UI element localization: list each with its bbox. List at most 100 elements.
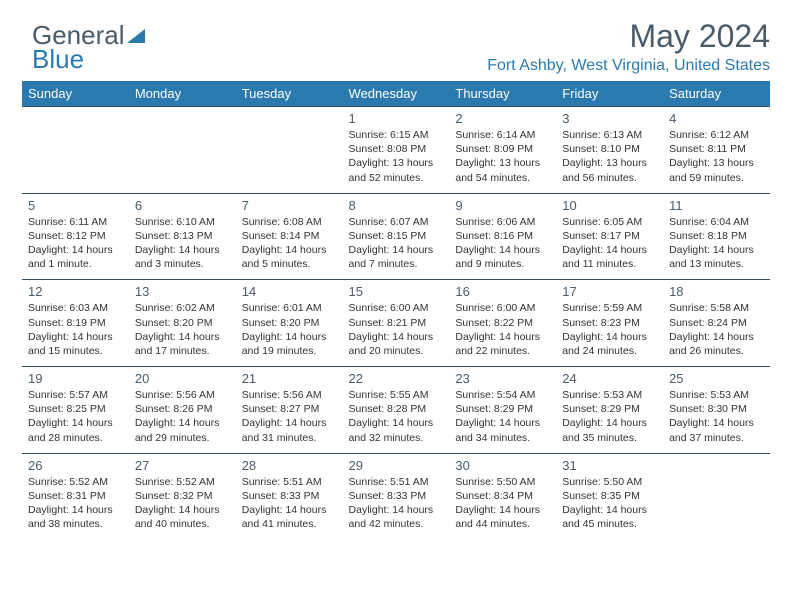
day-info: Sunrise: 6:02 AMSunset: 8:20 PMDaylight:…: [135, 301, 230, 358]
calendar-week-row: 12 Sunrise: 6:03 AMSunset: 8:19 PMDayligh…: [22, 280, 770, 367]
day-number: 18: [669, 284, 764, 299]
day-number: 5: [28, 198, 123, 213]
day-info: Sunrise: 5:52 AMSunset: 8:31 PMDaylight:…: [28, 475, 123, 532]
day-info: Sunrise: 5:56 AMSunset: 8:26 PMDaylight:…: [135, 388, 230, 445]
calendar-week-row: 26 Sunrise: 5:52 AMSunset: 8:31 PMDayligh…: [22, 453, 770, 539]
calendar-day-cell: 20 Sunrise: 5:56 AMSunset: 8:26 PMDayligh…: [129, 367, 236, 454]
calendar-day-cell: 30 Sunrise: 5:50 AMSunset: 8:34 PMDayligh…: [449, 453, 556, 539]
calendar-day-cell: 19 Sunrise: 5:57 AMSunset: 8:25 PMDayligh…: [22, 367, 129, 454]
day-number: 14: [242, 284, 337, 299]
logo-triangle-icon: [127, 29, 145, 43]
calendar-day-cell: 24 Sunrise: 5:53 AMSunset: 8:29 PMDayligh…: [556, 367, 663, 454]
calendar-day-cell: [129, 107, 236, 194]
calendar-day-cell: 11 Sunrise: 6:04 AMSunset: 8:18 PMDayligh…: [663, 193, 770, 280]
day-info: Sunrise: 5:54 AMSunset: 8:29 PMDaylight:…: [455, 388, 550, 445]
day-info: Sunrise: 6:14 AMSunset: 8:09 PMDaylight:…: [455, 128, 550, 185]
day-info: Sunrise: 6:01 AMSunset: 8:20 PMDaylight:…: [242, 301, 337, 358]
calendar-day-cell: 22 Sunrise: 5:55 AMSunset: 8:28 PMDayligh…: [343, 367, 450, 454]
day-info: Sunrise: 6:05 AMSunset: 8:17 PMDaylight:…: [562, 215, 657, 272]
day-number: 30: [455, 458, 550, 473]
calendar-day-cell: 17 Sunrise: 5:59 AMSunset: 8:23 PMDayligh…: [556, 280, 663, 367]
day-number: 24: [562, 371, 657, 386]
day-number: 3: [562, 111, 657, 126]
day-number: 31: [562, 458, 657, 473]
calendar-day-cell: 13Sunrise: 6:02 AMSunset: 8:20 PMDayligh…: [129, 280, 236, 367]
day-number: 7: [242, 198, 337, 213]
day-info: Sunrise: 6:08 AMSunset: 8:14 PMDaylight:…: [242, 215, 337, 272]
calendar-week-row: 19 Sunrise: 5:57 AMSunset: 8:25 PMDayligh…: [22, 367, 770, 454]
calendar-day-cell: 6 Sunrise: 6:10 AMSunset: 8:13 PMDaylight…: [129, 193, 236, 280]
day-number: 9: [455, 198, 550, 213]
weekday-header: Thursday: [449, 81, 556, 107]
day-info: Sunrise: 6:00 AMSunset: 8:22 PMDaylight:…: [455, 301, 550, 358]
day-number: 10: [562, 198, 657, 213]
calendar-day-cell: 21Sunrise: 5:56 AMSunset: 8:27 PMDayligh…: [236, 367, 343, 454]
weekday-header: Friday: [556, 81, 663, 107]
day-info: Sunrise: 6:04 AMSunset: 8:18 PMDaylight:…: [669, 215, 764, 272]
calendar-day-cell: 14 Sunrise: 6:01 AMSunset: 8:20 PMDayligh…: [236, 280, 343, 367]
calendar-day-cell: 9 Sunrise: 6:06 AMSunset: 8:16 PMDaylight…: [449, 193, 556, 280]
weekday-header: Sunday: [22, 81, 129, 107]
day-info: Sunrise: 5:56 AMSunset: 8:27 PMDaylight:…: [242, 388, 337, 445]
day-info: Sunrise: 6:12 AMSunset: 8:11 PMDaylight:…: [669, 128, 764, 185]
calendar-day-cell: 15Sunrise: 6:00 AMSunset: 8:21 PMDayligh…: [343, 280, 450, 367]
calendar-day-cell: [236, 107, 343, 194]
day-info: Sunrise: 5:50 AMSunset: 8:34 PMDaylight:…: [455, 475, 550, 532]
calendar-day-cell: 12 Sunrise: 6:03 AMSunset: 8:19 PMDayligh…: [22, 280, 129, 367]
calendar-day-cell: 10 Sunrise: 6:05 AMSunset: 8:17 PMDayligh…: [556, 193, 663, 280]
day-number: 20: [135, 371, 230, 386]
day-info: Sunrise: 5:51 AMSunset: 8:33 PMDaylight:…: [242, 475, 337, 532]
day-number: 12: [28, 284, 123, 299]
weekday-header: Monday: [129, 81, 236, 107]
day-info: Sunrise: 6:07 AMSunset: 8:15 PMDaylight:…: [349, 215, 444, 272]
day-info: Sunrise: 5:59 AMSunset: 8:23 PMDaylight:…: [562, 301, 657, 358]
calendar-day-cell: 8 Sunrise: 6:07 AMSunset: 8:15 PMDaylight…: [343, 193, 450, 280]
calendar-week-row: 1 Sunrise: 6:15 AMSunset: 8:08 PMDaylight…: [22, 107, 770, 194]
calendar-day-cell: 2 Sunrise: 6:14 AMSunset: 8:09 PMDaylight…: [449, 107, 556, 194]
day-number: 25: [669, 371, 764, 386]
calendar-day-cell: 26 Sunrise: 5:52 AMSunset: 8:31 PMDayligh…: [22, 453, 129, 539]
calendar-day-cell: 3 Sunrise: 6:13 AMSunset: 8:10 PMDaylight…: [556, 107, 663, 194]
calendar-day-cell: 18 Sunrise: 5:58 AMSunset: 8:24 PMDayligh…: [663, 280, 770, 367]
calendar-day-cell: 28 Sunrise: 5:51 AMSunset: 8:33 PMDayligh…: [236, 453, 343, 539]
day-info: Sunrise: 6:10 AMSunset: 8:13 PMDaylight:…: [135, 215, 230, 272]
day-number: 15: [349, 284, 444, 299]
day-number: 16: [455, 284, 550, 299]
day-info: Sunrise: 6:15 AMSunset: 8:08 PMDaylight:…: [349, 128, 444, 185]
day-number: 11: [669, 198, 764, 213]
calendar-table: SundayMondayTuesdayWednesdayThursdayFrid…: [22, 81, 770, 539]
day-info: Sunrise: 5:58 AMSunset: 8:24 PMDaylight:…: [669, 301, 764, 358]
day-number: 4: [669, 111, 764, 126]
day-number: 1: [349, 111, 444, 126]
day-info: Sunrise: 5:55 AMSunset: 8:28 PMDaylight:…: [349, 388, 444, 445]
calendar-day-cell: 23 Sunrise: 5:54 AMSunset: 8:29 PMDayligh…: [449, 367, 556, 454]
day-number: 23: [455, 371, 550, 386]
weekday-header: Wednesday: [343, 81, 450, 107]
calendar-day-cell: 5Sunrise: 6:11 AMSunset: 8:12 PMDaylight…: [22, 193, 129, 280]
day-info: Sunrise: 6:03 AMSunset: 8:19 PMDaylight:…: [28, 301, 123, 358]
day-number: 19: [28, 371, 123, 386]
day-number: 29: [349, 458, 444, 473]
day-info: Sunrise: 6:13 AMSunset: 8:10 PMDaylight:…: [562, 128, 657, 185]
calendar-day-cell: 29 Sunrise: 5:51 AMSunset: 8:33 PMDayligh…: [343, 453, 450, 539]
day-info: Sunrise: 5:53 AMSunset: 8:29 PMDaylight:…: [562, 388, 657, 445]
day-info: Sunrise: 5:50 AMSunset: 8:35 PMDaylight:…: [562, 475, 657, 532]
day-number: 2: [455, 111, 550, 126]
calendar-day-cell: 27Sunrise: 5:52 AMSunset: 8:32 PMDayligh…: [129, 453, 236, 539]
day-number: 17: [562, 284, 657, 299]
calendar-day-cell: 16 Sunrise: 6:00 AMSunset: 8:22 PMDayligh…: [449, 280, 556, 367]
day-number: 28: [242, 458, 337, 473]
day-info: Sunrise: 5:51 AMSunset: 8:33 PMDaylight:…: [349, 475, 444, 532]
location: Fort Ashby, West Virginia, United States: [22, 57, 770, 75]
day-number: 26: [28, 458, 123, 473]
day-info: Sunrise: 5:57 AMSunset: 8:25 PMDaylight:…: [28, 388, 123, 445]
weekday-header: Saturday: [663, 81, 770, 107]
calendar-day-cell: [663, 453, 770, 539]
calendar-day-cell: 7 Sunrise: 6:08 AMSunset: 8:14 PMDaylight…: [236, 193, 343, 280]
day-number: 22: [349, 371, 444, 386]
calendar-day-cell: 1 Sunrise: 6:15 AMSunset: 8:08 PMDaylight…: [343, 107, 450, 194]
day-number: 6: [135, 198, 230, 213]
day-number: 8: [349, 198, 444, 213]
day-info: Sunrise: 6:06 AMSunset: 8:16 PMDaylight:…: [455, 215, 550, 272]
calendar-day-cell: 25Sunrise: 5:53 AMSunset: 8:30 PMDayligh…: [663, 367, 770, 454]
